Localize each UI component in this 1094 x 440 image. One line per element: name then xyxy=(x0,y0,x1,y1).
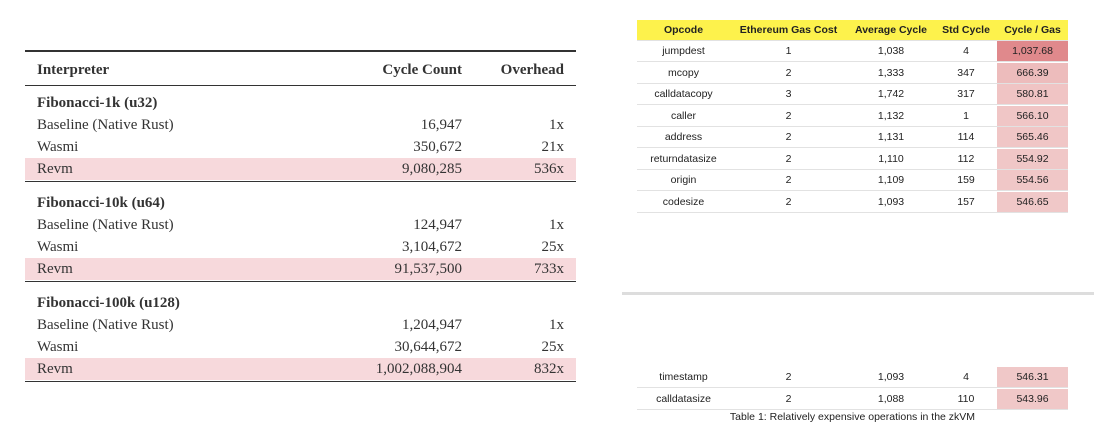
cell: 2 xyxy=(730,192,847,213)
cell: 546.31 xyxy=(997,367,1068,388)
cell: Cycle / Gas xyxy=(997,20,1068,41)
cell: Ethereum Gas Cost xyxy=(730,20,847,41)
cell: 1,110 xyxy=(847,149,935,170)
cell: 1,093 xyxy=(847,367,935,388)
cell: origin xyxy=(637,170,730,191)
cell: 1,038 xyxy=(847,41,935,62)
cell: 1,742 xyxy=(847,84,935,105)
group-title: Fibonacci-1k (u32) xyxy=(37,95,158,111)
row-highlight xyxy=(25,158,576,180)
cell: calldatasize xyxy=(637,389,730,410)
cell: 1,132 xyxy=(847,106,935,127)
rule xyxy=(25,181,576,182)
cell: Opcode xyxy=(637,20,730,41)
cell: 2 xyxy=(730,63,847,84)
cell: 554.92 xyxy=(997,148,1068,170)
cell: Wasmi xyxy=(37,139,79,155)
cell: 536x xyxy=(534,161,564,177)
cell: 3 xyxy=(730,84,847,105)
divider xyxy=(622,292,1094,295)
header-cell: Cycle Count xyxy=(382,62,462,78)
cell: 114 xyxy=(935,127,997,148)
cell: 1,204,947 xyxy=(402,317,462,333)
cell: 2 xyxy=(730,127,847,148)
rule xyxy=(25,50,576,52)
cell: 21x xyxy=(541,139,565,155)
cell: 159 xyxy=(935,170,997,191)
cell: 9,080,285 xyxy=(402,161,462,177)
cell: 1,037.68 xyxy=(997,41,1068,62)
cell: 347 xyxy=(935,63,997,84)
cell: 157 xyxy=(935,192,997,213)
cell: 1,002,088,904 xyxy=(375,361,462,377)
cell: 2 xyxy=(730,149,847,170)
rule xyxy=(25,281,576,282)
cell: Revm xyxy=(37,361,73,377)
cell: returndatasize xyxy=(637,149,730,170)
cell: 112 xyxy=(935,149,997,170)
cell: 1,131 xyxy=(847,127,935,148)
cell: 317 xyxy=(935,84,997,105)
group-title: Fibonacci-100k (u128) xyxy=(37,295,180,311)
header-cell: Overhead xyxy=(500,62,564,78)
cell: 733x xyxy=(534,261,564,277)
cell: 1,093 xyxy=(847,192,935,213)
cell: 124,947 xyxy=(413,217,462,233)
cell: 1 xyxy=(935,106,997,127)
cell: caller xyxy=(637,106,730,127)
cell: 554.56 xyxy=(997,170,1068,191)
cell: 16,947 xyxy=(420,117,462,133)
cell: 546.65 xyxy=(997,191,1068,213)
cell: 543.96 xyxy=(997,388,1068,410)
group-title: Fibonacci-10k (u64) xyxy=(37,195,165,211)
cell: Std Cycle xyxy=(935,20,997,41)
cell: Average Cycle xyxy=(847,20,935,41)
rule xyxy=(25,85,576,86)
cell: 2 xyxy=(730,106,847,127)
cell: 4 xyxy=(935,367,997,388)
cell: 25x xyxy=(541,339,565,355)
cell: 1 xyxy=(730,41,847,62)
cell: mcopy xyxy=(637,63,730,84)
cell: Wasmi xyxy=(37,239,79,255)
cell: 1,088 xyxy=(847,389,935,410)
cell: 2 xyxy=(730,170,847,191)
row-highlight xyxy=(25,358,576,380)
cell: 1,109 xyxy=(847,170,935,191)
cell: Wasmi xyxy=(37,339,79,355)
cell: 2 xyxy=(730,389,847,410)
cell: jumpdest xyxy=(637,41,730,62)
cell: 25x xyxy=(541,239,565,255)
cell: 4 xyxy=(935,41,997,62)
cell: 580.81 xyxy=(997,84,1068,105)
header-cell: Interpreter xyxy=(37,62,110,78)
cell: 566.10 xyxy=(997,105,1068,127)
cell: Revm xyxy=(37,161,73,177)
cell: 1,333 xyxy=(847,63,935,84)
cell: address xyxy=(637,127,730,148)
cell: 2 xyxy=(730,367,847,388)
cell: 832x xyxy=(534,361,564,377)
cell: 110 xyxy=(935,389,997,410)
cell: Baseline (Native Rust) xyxy=(37,317,174,333)
cell: 30,644,672 xyxy=(394,339,463,355)
cell: 666.39 xyxy=(997,62,1068,84)
cell: codesize xyxy=(637,192,730,213)
cell: 91,537,500 xyxy=(394,261,463,277)
cell: 3,104,672 xyxy=(402,239,462,255)
cell: Baseline (Native Rust) xyxy=(37,217,174,233)
rule xyxy=(25,381,576,382)
cell: timestamp xyxy=(637,367,730,388)
cell: 1x xyxy=(549,117,564,133)
cell: Baseline (Native Rust) xyxy=(37,117,174,133)
cell: 1x xyxy=(549,317,564,333)
caption: Table 1: Relatively expensive operations… xyxy=(729,411,976,423)
cell: 565.46 xyxy=(997,127,1068,148)
cell: 350,672 xyxy=(413,139,462,155)
row-highlight xyxy=(25,258,576,280)
cell: calldatacopy xyxy=(637,84,730,105)
cell: 1x xyxy=(549,217,564,233)
cell: Revm xyxy=(37,261,73,277)
